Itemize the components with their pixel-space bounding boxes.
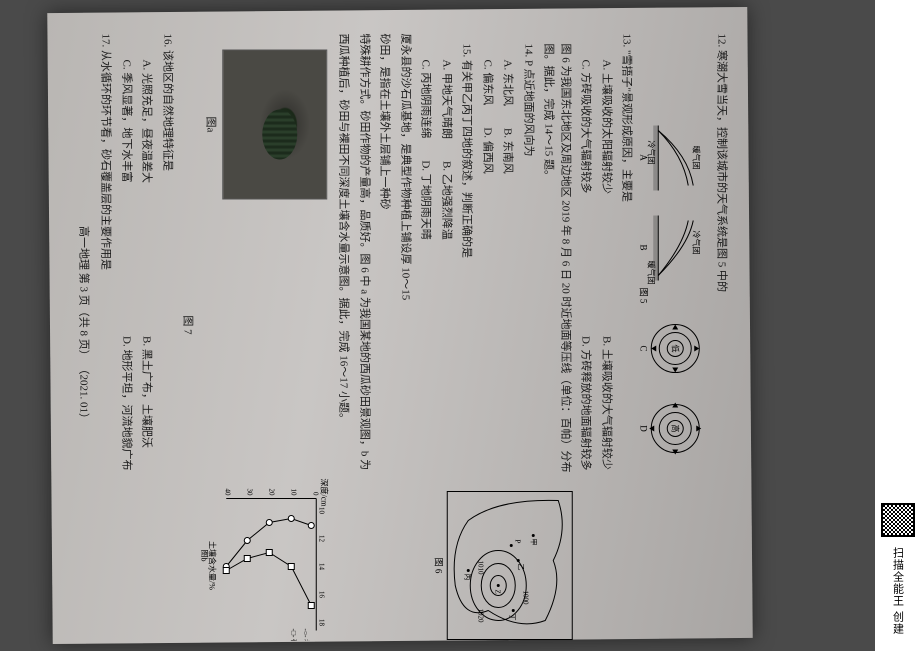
fig6-map: 1000 1010 1020 甲 P 乙 Z 丙 丁 图 6 — [428, 491, 574, 641]
svg-text:14: 14 — [317, 563, 325, 571]
svg-text:10: 10 — [289, 489, 297, 497]
q13-stem: 13. "雪捂子"景观形成原因，主要是 — [618, 10, 635, 641]
svg-text:图b: 图b — [201, 550, 208, 562]
svg-text:-□- 砂田: -□- 砂田 — [289, 629, 298, 641]
document-body: 12. 寒潮大雪当天，控制该城市的天气系统是图 5 中的 暖气团 冷气团 A 冷… — [71, 10, 730, 641]
q15-stem: 15. 有关甲乙丙丁四地的叙述，判断正确的是 — [458, 20, 475, 479]
q17-stem: 17. 从水循环的环节看，砂石覆盖层的主要作用是 — [97, 10, 114, 641]
passage-l3: 特殊耕作方式。砂田作物的产量高，品质好。图 6 中 a 为我国某地的西瓜砂田景观… — [356, 10, 373, 641]
q15-a: A. 甲地天气晴朗 — [440, 60, 452, 139]
q13-d: D. 方砖释放的地面辐射较多 — [577, 336, 594, 641]
q13-a: A. 土壤吸收的太阳辐射较少 — [598, 20, 615, 325]
weather-systems-svg: 暖气团 冷气团 A 冷气团 暖气团 B 低 — [639, 115, 709, 535]
fig6-intro: 图 6 为我国东北地区及周边地区 2019 年 8 月 6 日 20 时近地面等… — [540, 20, 573, 479]
svg-text:深度/cm: 深度/cm — [319, 479, 329, 508]
svg-text:40: 40 — [223, 489, 231, 497]
q12-stem: 12. 寒潮大雪当天，控制该城市的天气系统是图 5 中的 — [713, 10, 730, 641]
fig7a-label: 图a — [202, 50, 219, 200]
qr-code-icon — [881, 503, 915, 537]
q15-d: D. 丁地阴雨天晴 — [420, 160, 432, 239]
svg-text:低: 低 — [671, 344, 681, 352]
svg-text:A: A — [639, 154, 649, 161]
svg-text:10: 10 — [317, 507, 325, 515]
q14-b: B. 东南风 — [502, 128, 514, 174]
svg-text:图 6: 图 6 — [433, 558, 443, 574]
svg-text:冷气团: 冷气团 — [692, 230, 702, 254]
svg-text:Z: Z — [493, 590, 501, 594]
svg-text:图 5: 图 5 — [639, 287, 649, 303]
fig7b-chart: 深度/cm 0 10 20 30 40 10 12 14 16 18 — [196, 471, 332, 641]
q16-d: D. 地形平坦，河流地貌广布 — [118, 336, 135, 641]
svg-text:丙: 丙 — [463, 574, 471, 581]
svg-text:P: P — [513, 540, 521, 544]
diagram-row: 暖气团 冷气团 A 冷气团 暖气团 B 低 — [639, 10, 709, 641]
svg-text:土壤含水量/%: 土壤含水量/% — [207, 541, 217, 590]
q14-c: C. 偏东风 — [481, 60, 493, 106]
app-watermark-bar: 扫描全能王 创建 — [875, 0, 920, 651]
q14-d: D. 偏西风 — [481, 127, 493, 173]
passage-l2: 砂田，是指在土壤外土层铺上一种砂 — [376, 10, 393, 641]
passage-l4: 西瓜种植后，砂田与裸田不同深度土壤含水量示意图。据此，完成 16～17 小题。 — [335, 10, 352, 641]
q14-stem: 14. P 点近地面的风向为 — [520, 20, 537, 479]
svg-text:-○- 裸田: -○- 裸田 — [301, 629, 310, 641]
q14-a: A. 东北风 — [502, 60, 514, 106]
svg-text:暖气团: 暖气团 — [692, 145, 702, 169]
q16-stem: 16. 该地区的自然地理特征是 — [159, 10, 176, 641]
q16-b: B. 黑土广布，土壤肥沃 — [138, 336, 155, 641]
fig7a-photo — [222, 50, 327, 200]
svg-text:C: C — [639, 345, 649, 351]
q15-b: B. 乙地强烈降温 — [440, 161, 452, 240]
q16-a: A. 光照充足，昼夜温差大 — [138, 20, 155, 325]
q13-c: C. 方砖吸收的大气辐射较多 — [577, 20, 594, 325]
svg-text:乙: 乙 — [516, 564, 524, 571]
svg-text:18: 18 — [317, 619, 325, 627]
svg-text:高: 高 — [671, 424, 681, 432]
q13-b: B. 土壤吸收的大气辐射较少 — [598, 336, 615, 641]
q15-c: C. 丙地阴雨连绵 — [420, 60, 432, 139]
q16-c: C. 季风显著，地下水丰富 — [118, 20, 135, 325]
svg-text:1000: 1000 — [521, 591, 529, 606]
svg-text:0: 0 — [311, 492, 319, 496]
svg-text:B: B — [639, 244, 649, 250]
svg-text:丁: 丁 — [508, 614, 516, 621]
svg-text:12: 12 — [317, 535, 325, 543]
page-footer: 高一地理 第 3 页（共 8 页） （2021. 01） — [75, 10, 92, 641]
svg-text:20: 20 — [267, 489, 275, 497]
fig7-caption: 图 7 — [179, 10, 196, 641]
svg-text:30: 30 — [245, 489, 253, 497]
svg-text:16: 16 — [317, 591, 325, 599]
svg-text:D: D — [639, 425, 649, 432]
svg-text:1020: 1020 — [476, 609, 484, 624]
passage-l1: 厦永县的沙石瓜基地，是典型作物种植上铺设厚 10～15 — [397, 10, 414, 641]
svg-text:甲: 甲 — [529, 539, 537, 546]
qr-label: 扫描全能王 创建 — [890, 547, 906, 635]
svg-text:1010: 1010 — [476, 561, 484, 576]
